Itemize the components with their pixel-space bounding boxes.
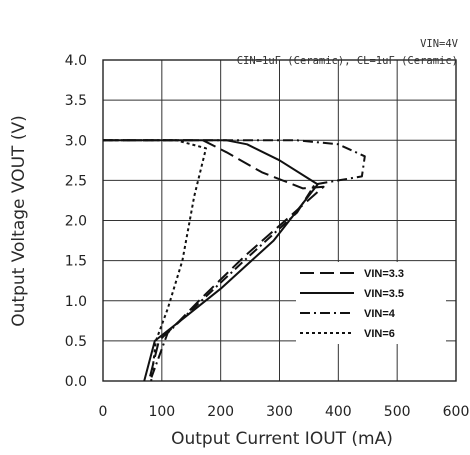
legend-label: VIN=3.5 — [364, 288, 404, 300]
y-tick-label: 3.0 — [65, 133, 87, 149]
legend-label: VIN=6 — [364, 328, 395, 340]
y-tick-label: 1.0 — [65, 294, 87, 310]
x-axis-title: Output Current IOUT (mA) — [171, 429, 393, 449]
x-tick-label: 300 — [266, 404, 293, 420]
y-tick-label: 4.0 — [65, 53, 87, 69]
y-tick-label: 0.5 — [65, 334, 87, 350]
y-tick-label: 2.5 — [65, 173, 87, 189]
series-line-vin-6 — [103, 139, 207, 382]
y-tick-label: 3.5 — [65, 93, 87, 109]
x-tick-label: 400 — [325, 404, 352, 420]
y-tick-label: 0.0 — [65, 374, 87, 390]
annotation-caps: CIN=1uF (Ceramic), CL=1uF (Ceramic) — [237, 55, 458, 67]
legend-label: VIN=3.3 — [364, 268, 404, 280]
x-tick-label: 200 — [207, 404, 234, 420]
y-tick-label: 1.5 — [65, 254, 87, 270]
plot-frame — [102, 59, 457, 382]
annotation-vin: VIN=4V — [420, 38, 459, 50]
x-tick-label: 600 — [443, 404, 470, 420]
series-line-vin-3-3 — [103, 139, 325, 382]
y-tick-labels: 0.0 0.5 1.0 1.5 2.0 2.5 3.0 3.5 4.0 — [65, 53, 87, 390]
x-tick-label: 500 — [384, 404, 411, 420]
x-tick-labels: 0 100 200 300 400 500 600 — [99, 404, 470, 420]
y-tick-label: 2.0 — [65, 214, 87, 230]
grid — [102, 59, 457, 382]
legend: VIN=3.3 VIN=3.5 VIN=4 VIN=6 — [296, 262, 446, 344]
series-line-vin-4 — [103, 139, 366, 382]
legend-box — [296, 262, 446, 344]
series-layer — [103, 139, 366, 382]
x-tick-label: 0 — [99, 404, 108, 420]
legend-label: VIN=4 — [364, 308, 396, 320]
y-axis-title: Output Voltage VOUT (V) — [9, 115, 29, 326]
x-tick-label: 100 — [148, 404, 175, 420]
